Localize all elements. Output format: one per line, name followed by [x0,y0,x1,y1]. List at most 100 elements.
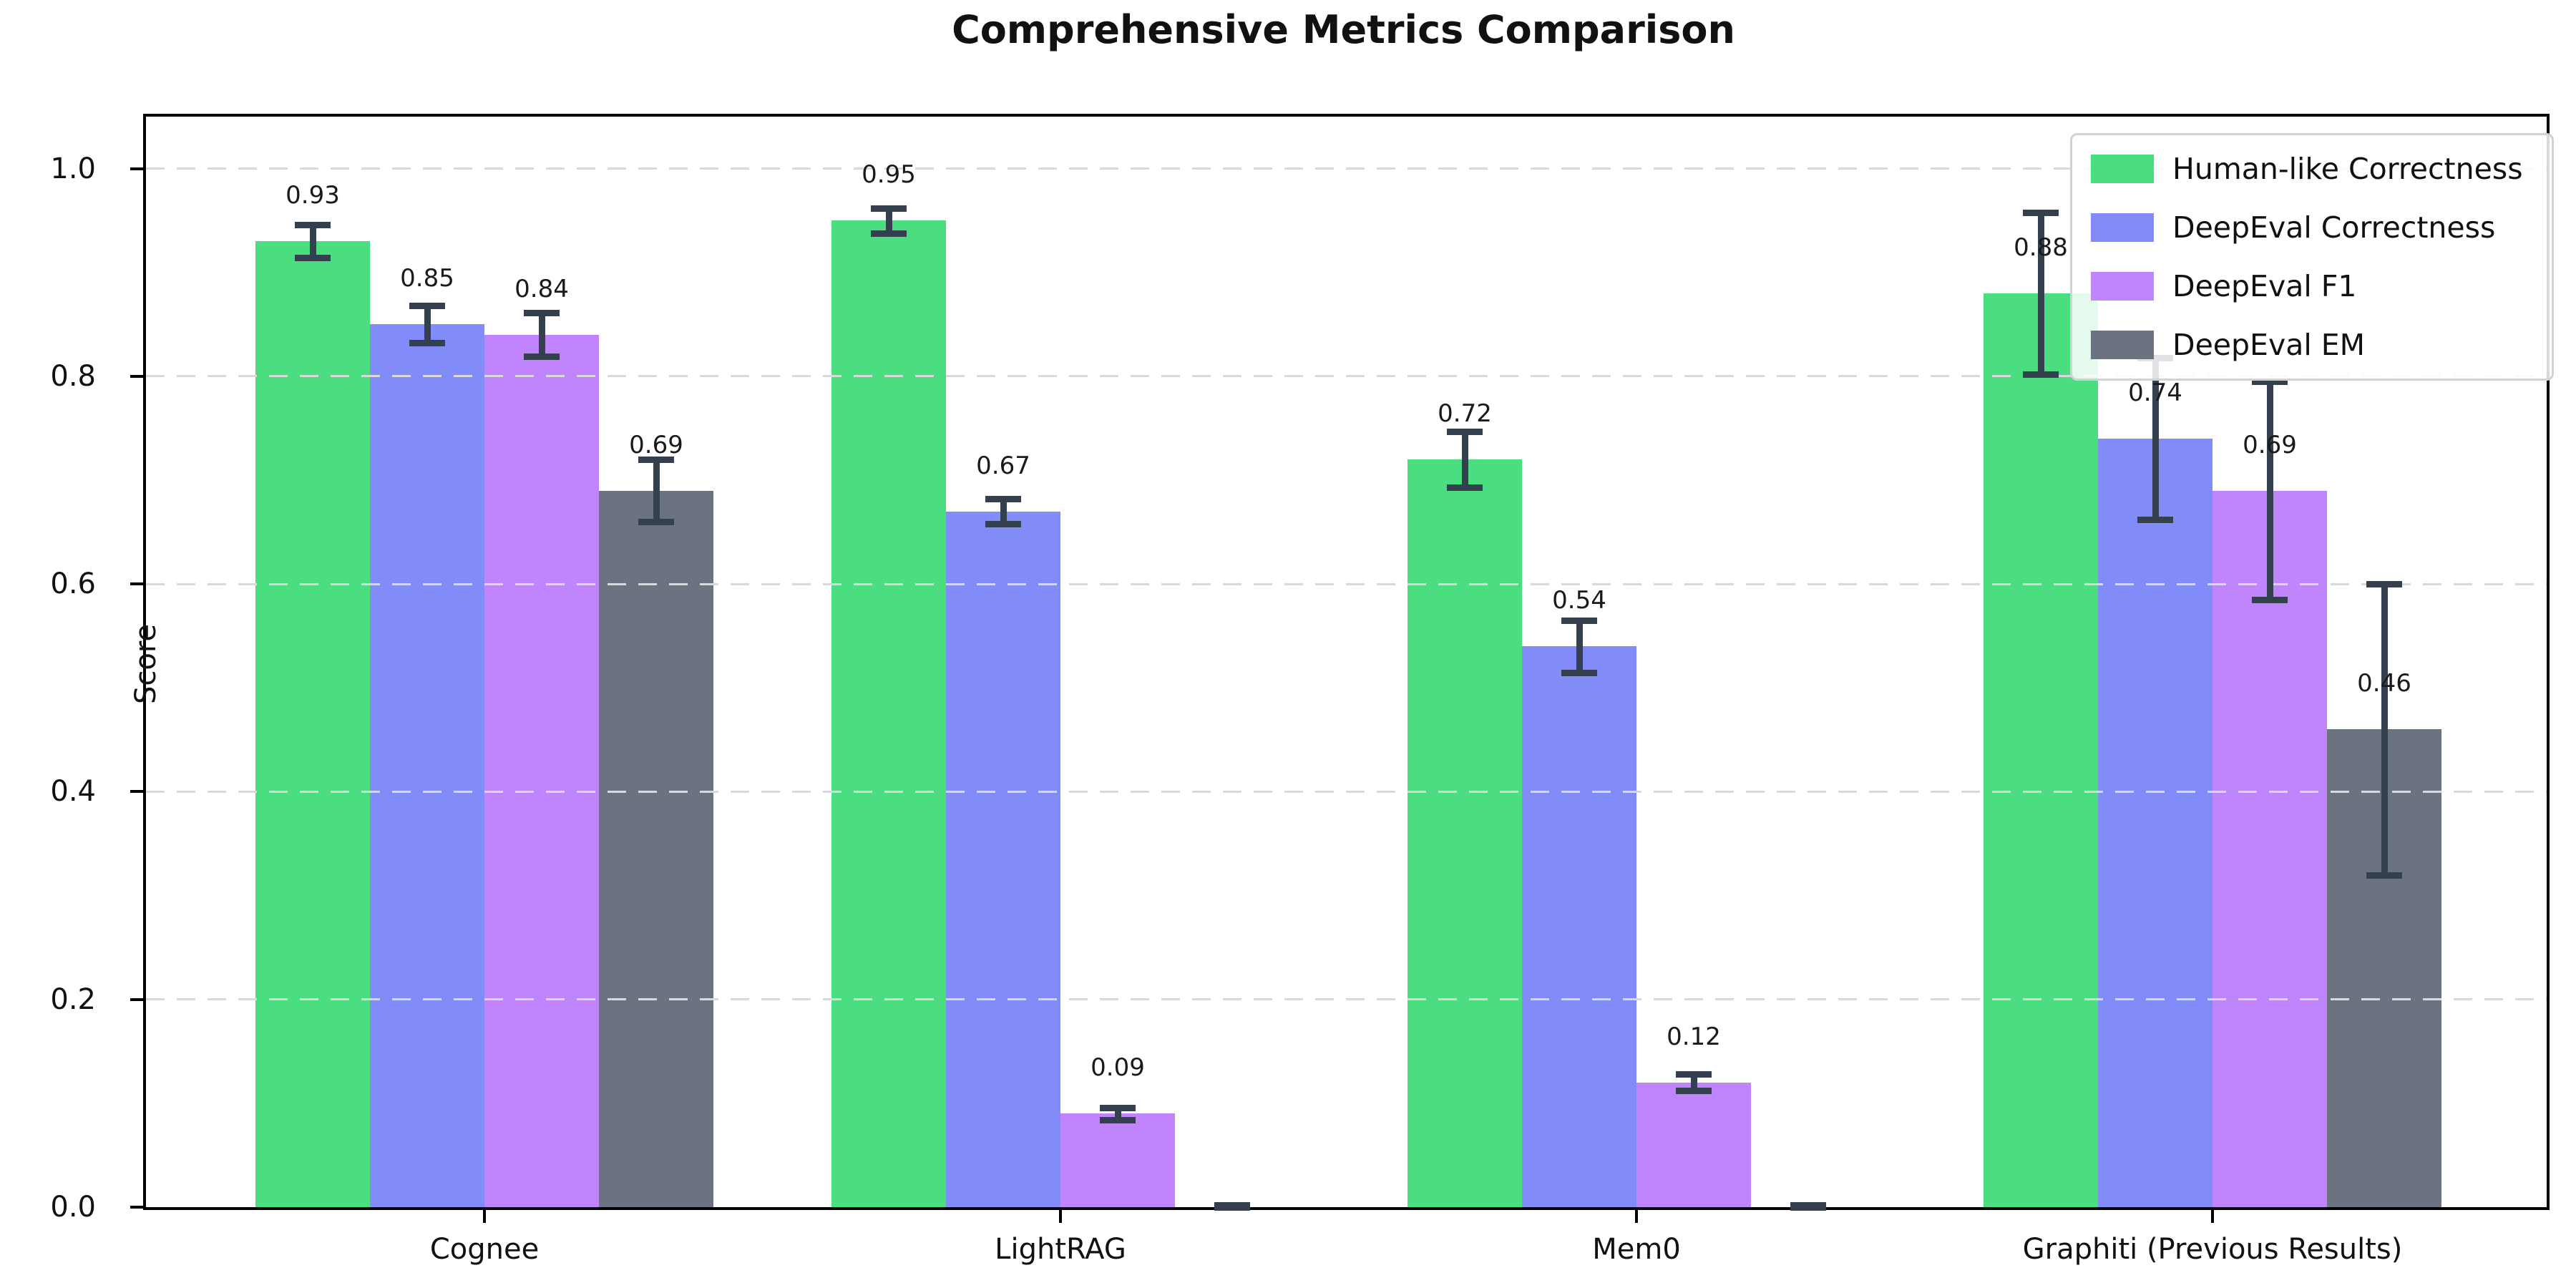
x-tick-label-mem0: Mem0 [1592,1233,1681,1266]
bar-mem0-human-like-correctness [1407,459,1522,1207]
error-bar [309,224,316,258]
legend-swatch [2091,272,2154,301]
bar-value-label: 0.69 [629,430,683,459]
y-tick-label: 0.0 [50,1191,96,1224]
error-bar-cap-bottom [1676,1088,1712,1095]
legend-entry-human-like-correctness: Human-like Correctness [2091,152,2552,186]
error-bar [1000,499,1007,524]
bar-cognee-deepeval-f1 [484,334,599,1207]
legend-swatch [2091,331,2154,359]
plot-area: Score Human-like Correctness DeepEval Cor… [50,114,2554,1266]
y-tick-mark [130,167,146,170]
error-bar-cap-top [2252,379,2288,386]
bar-graphiti-previous-results-human-like-correctness [1984,293,2098,1207]
error-bar-cap-bottom [1790,1204,1826,1211]
legend-label: DeepEval F1 [2172,269,2357,303]
chart-title: Comprehensive Metrics Comparison [952,7,1735,52]
error-bar [653,459,660,522]
error-bar [2037,212,2044,374]
legend-label: DeepEval Correctness [2172,210,2496,245]
bar-cognee-human-like-correctness [255,241,370,1207]
bar-graphiti-previous-results-deepeval-correctness [2098,438,2212,1207]
bar-value-label: 0.85 [400,264,454,293]
bar-value-label: 0.88 [2014,233,2068,262]
error-bar [1114,1107,1121,1121]
error-bar-cap-top [1447,428,1483,435]
error-bar-cap-bottom [985,520,1021,527]
x-tick-mark [1635,1210,1638,1223]
bar-value-label: 0.95 [862,160,916,190]
bar-value-label: 0.67 [976,451,1030,480]
bar-value-label: 0.84 [514,274,569,303]
error-bar [1576,620,1583,673]
gridline [146,375,2547,378]
bar-value-label: 0.12 [1667,1022,1721,1051]
error-bar-cap-top [1676,1071,1712,1078]
legend-entry-deepeval-f1: DeepEval F1 [2091,269,2552,303]
bar-lightrag-deepeval-f1 [1060,1113,1175,1207]
bar-value-label: 0.72 [1438,399,1492,428]
y-tick-label: 0.6 [50,567,96,601]
bar-value-label: 0.54 [1552,586,1606,615]
error-bar-cap-bottom [2137,517,2173,524]
y-tick-mark [130,582,146,586]
bar-value-label: 0.93 [286,181,340,210]
x-tick-label-lightrag: LightRAG [995,1233,1126,1266]
y-tick-label: 0.2 [50,982,96,1016]
error-bar-cap-top [985,496,1021,503]
legend-entry-deepeval-correctness: DeepEval Correctness [2091,210,2552,245]
gridline [146,582,2547,585]
legend-label: DeepEval EM [2172,328,2366,362]
error-bar-cap-bottom [871,230,907,237]
bar-cognee-deepeval-em [599,490,713,1207]
bar-value-label: 0.74 [2128,378,2182,407]
error-bar-cap-bottom [638,519,674,526]
gridline [146,790,2547,793]
legend-swatch [2091,213,2154,242]
y-tick-label: 0.8 [50,359,96,393]
bar-value-label: 0.46 [2357,669,2411,698]
gridline [146,998,2547,1001]
error-bar [2266,381,2273,600]
x-tick-mark [1059,1210,1062,1223]
error-bar-cap-top [871,205,907,212]
error-bar-cap-top [638,456,674,463]
error-bar [538,313,545,357]
y-tick-mark [130,374,146,378]
x-tick-mark [2211,1210,2214,1223]
error-bar-cap-bottom [1447,484,1483,492]
y-tick-mark [130,997,146,1001]
error-bar [1690,1074,1697,1091]
y-axis-label: Score [130,623,162,705]
legend-swatch [2091,155,2154,183]
y-tick-mark [130,790,146,794]
legend: Human-like Correctness DeepEval Correctne… [2070,133,2554,381]
y-tick-mark [130,1206,146,1209]
error-bar-cap-top [2023,209,2059,216]
error-bar-cap-bottom [1100,1117,1136,1124]
error-bar-cap-bottom [295,255,331,262]
error-bar-cap-top [409,303,445,310]
bar-lightrag-human-like-correctness [831,220,946,1207]
x-tick-label-cognee: Cognee [429,1233,540,1266]
bar-cognee-deepeval-correctness [370,324,484,1207]
error-bar-cap-bottom [409,340,445,347]
error-bar [424,306,431,343]
error-bar-cap-top [295,221,331,228]
legend-label: Human-like Correctness [2172,152,2523,186]
error-bar-cap-bottom [2366,872,2402,879]
legend-entry-deepeval-em: DeepEval EM [2091,328,2552,362]
bar-lightrag-deepeval-correctness [946,511,1060,1207]
error-bar-cap-bottom [2023,371,2059,378]
y-tick-label: 1.0 [50,152,96,185]
x-tick-label-graphiti-previous-results: Graphiti (Previous Results) [2022,1233,2403,1266]
gridline [146,167,2547,170]
error-bar [1461,431,1468,488]
error-bar-cap-top [1100,1104,1136,1111]
y-tick-label: 0.4 [50,775,96,809]
error-bar-cap-top [524,310,560,317]
bar-mem0-deepeval-correctness [1522,646,1636,1207]
bar-mem0-deepeval-f1 [1636,1082,1751,1207]
bar-graphiti-previous-results-deepeval-f1 [2212,490,2327,1207]
